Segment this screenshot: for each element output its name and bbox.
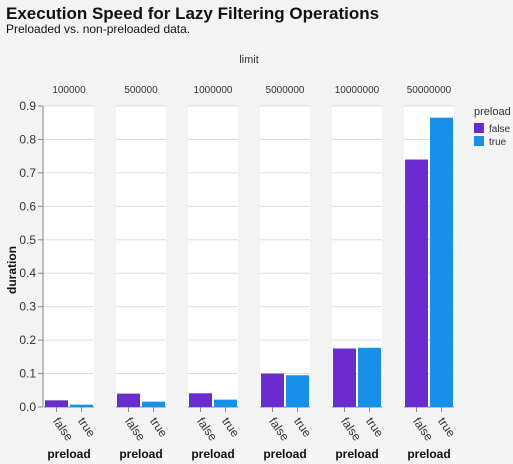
y-tick-label: 0.9 xyxy=(19,99,36,113)
x-tick-label: true xyxy=(435,415,459,440)
facet-header: 1000000 xyxy=(194,85,233,96)
y-tick-label: 0.0 xyxy=(19,400,36,414)
chart-title: Execution Speed for Lazy Filtering Opera… xyxy=(6,4,379,23)
x-tick-label: false xyxy=(194,415,220,444)
facet-header: 5000000 xyxy=(266,85,305,96)
bar xyxy=(286,375,309,407)
facet-header: 10000000 xyxy=(335,85,380,96)
facet-header-label: limit xyxy=(239,54,259,66)
y-tick-label: 0.2 xyxy=(19,333,36,347)
panel-background xyxy=(44,106,94,407)
x-tick-label: false xyxy=(410,415,436,444)
x-tick-label: true xyxy=(291,415,315,440)
panel-background xyxy=(260,106,310,407)
y-axis: 0.0 0.1 0.2 0.3 0.4 0.5 0.6 0.7 0.8 0.9 xyxy=(19,99,43,414)
chart-subtitle: Preloaded vs. non-preloaded data. xyxy=(6,22,190,36)
y-tick-label: 0.6 xyxy=(19,199,36,213)
bar xyxy=(358,348,381,407)
bar xyxy=(117,394,140,407)
x-tick-label: true xyxy=(147,415,171,440)
bar xyxy=(70,405,93,407)
panel-background xyxy=(116,106,166,407)
y-tick-label: 0.1 xyxy=(19,367,36,381)
x-tick-label: false xyxy=(122,415,148,444)
y-tick-label: 0.3 xyxy=(19,300,36,314)
x-tick-label: false xyxy=(338,415,364,444)
bar xyxy=(45,400,68,407)
legend-swatch-false xyxy=(474,123,484,133)
x-axis-title: preload xyxy=(407,447,450,461)
facet-header: 500000 xyxy=(124,85,158,96)
x-axis-title: preload xyxy=(119,447,162,461)
y-tick-label: 0.4 xyxy=(19,266,36,280)
x-axis-title: preload xyxy=(263,447,306,461)
facet-header: 50000000 xyxy=(407,85,452,96)
x-tick-label: false xyxy=(266,415,292,444)
x-tick-label: true xyxy=(363,415,387,440)
y-tick-label: 0.5 xyxy=(19,233,36,247)
x-axis-title: preload xyxy=(191,447,234,461)
facet-panels: 100000falsetruepreload500000falsetruepre… xyxy=(44,85,459,461)
y-tick-label: 0.8 xyxy=(19,132,36,146)
bar xyxy=(430,118,453,407)
bar xyxy=(261,374,284,407)
legend-label-false: false xyxy=(489,124,511,135)
bar xyxy=(214,400,237,407)
x-tick-label: true xyxy=(75,415,99,440)
bar xyxy=(142,402,165,407)
x-axis-title: preload xyxy=(335,447,378,461)
panel-background xyxy=(188,106,238,407)
bar xyxy=(333,348,356,407)
legend-swatch-true xyxy=(474,136,484,146)
facet-header: 100000 xyxy=(52,85,86,96)
y-axis-title: duration xyxy=(5,246,19,294)
bar xyxy=(405,160,428,407)
bar xyxy=(189,393,212,407)
x-tick-label: true xyxy=(219,415,243,440)
x-axis-title: preload xyxy=(47,447,90,461)
y-tick-label: 0.7 xyxy=(19,166,36,180)
legend: preload false true xyxy=(474,106,511,148)
legend-title: preload xyxy=(474,106,511,118)
legend-label-true: true xyxy=(489,137,507,148)
x-tick-label: false xyxy=(50,415,76,444)
